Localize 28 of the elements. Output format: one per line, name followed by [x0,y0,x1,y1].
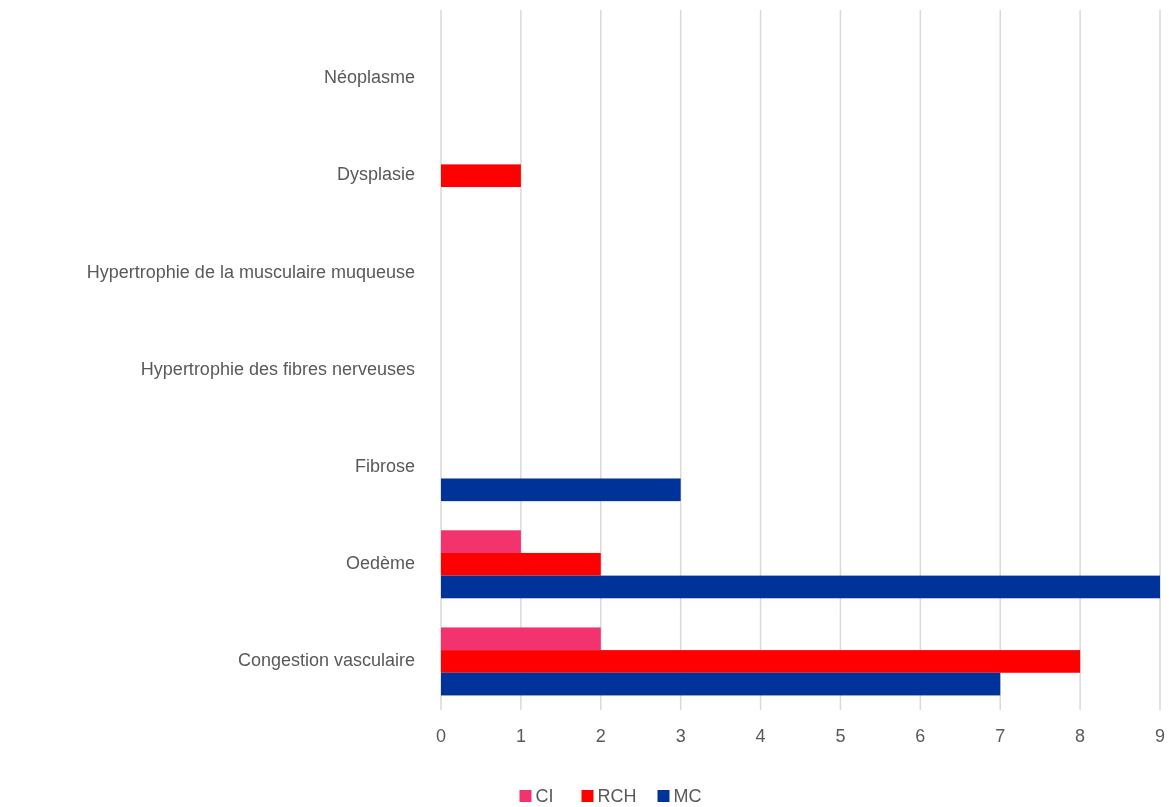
legend-label: CI [535,785,554,806]
y-tick-label: Néoplasme [323,67,415,88]
x-tick-label: 0 [435,726,447,746]
x-tick-label: 7 [995,726,1006,746]
y-tick-label: Dysplasie [336,164,415,185]
bar [441,552,601,576]
y-tick-label: Fibrose [354,455,415,476]
bar [441,164,521,188]
x-tick-label: 6 [915,726,926,746]
bar [441,672,1001,696]
bar [441,650,1081,673]
bar [441,530,521,553]
x-tick-label: 2 [595,726,606,746]
bar [441,627,601,651]
legend-label: RCH [597,785,637,806]
y-tick-label: Congestion vasculaire [237,650,415,671]
x-tick-label: 5 [835,726,846,746]
x-tick-label: 8 [1075,726,1086,746]
x-tick-label: 1 [515,726,526,746]
x-tick-label: 4 [755,726,766,746]
y-tick-label: Oedème [345,553,415,574]
y-tick-label: Hypertrophie des fibres nerveuses [140,358,415,379]
bar [441,478,681,502]
y-tick-label: Hypertrophie de la musculaire muqueuse [86,261,415,282]
bar [441,575,1160,599]
x-tick-label: 3 [675,726,686,746]
x-tick-label: 9 [1154,726,1166,746]
legend-label: MC [673,785,702,806]
